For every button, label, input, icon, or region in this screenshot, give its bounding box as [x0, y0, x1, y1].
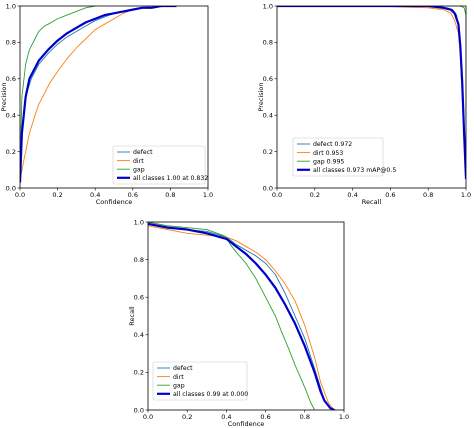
x-axis-label: Confidence	[228, 420, 265, 428]
y-tick-label: 0.6	[134, 294, 144, 302]
legend-label-gap: gap	[173, 382, 185, 389]
x-axis-label: Confidence	[96, 198, 133, 206]
axes-frame	[276, 5, 467, 189]
y-axis-label: Recall	[128, 306, 136, 326]
x-tick-label: 0.8	[165, 191, 175, 199]
x-tick-label: 0.6	[128, 191, 138, 199]
y-tick-label: 0.6	[6, 75, 16, 83]
series-line-all	[20, 6, 177, 183]
x-axis-label: Recall	[362, 198, 382, 206]
legend-box	[292, 137, 384, 177]
legend-label-all: all classes 0.99 at 0.000	[173, 391, 248, 398]
chart-2: 0.0 0.2 0.4 0.6 0.8 1.0 0.0 0.2 0.4 0.6 0.8 1.0 Reca…	[257, 2, 471, 206]
x-tick-label: 0.0	[272, 191, 282, 199]
x-tick-label: 0.6	[385, 191, 395, 199]
y-tick-label: 0.8	[134, 256, 144, 264]
x-tick-label: 0.6	[260, 413, 270, 421]
legend-box	[112, 145, 206, 185]
legend-label-dirt: dirt 0.953	[313, 150, 343, 157]
legend-label-dirt: dirt	[173, 374, 184, 381]
y-tick-label: 0.2	[134, 369, 144, 377]
legend-box	[152, 361, 248, 401]
series-line-all	[277, 6, 466, 179]
y-axis-label: Precision	[257, 82, 265, 111]
y-tick-label: 0.8	[6, 39, 16, 47]
series-line-all	[148, 222, 335, 410]
y-tick-label: 0.2	[263, 148, 273, 156]
legend-label-defect: defect	[133, 149, 153, 156]
y-tick-label: 0.0	[6, 184, 16, 192]
y-tick-label: 0.0	[263, 184, 273, 192]
y-axis-label: Precision	[0, 82, 8, 111]
legend-label-gap: gap 0.995	[313, 158, 344, 165]
y-tick-label: 1.0	[6, 2, 16, 10]
y-tick-label: 0.6	[263, 75, 273, 83]
x-tick-label: 0.2	[52, 191, 62, 199]
x-tick-label: 0.4	[347, 191, 357, 199]
x-tick-label: 0.2	[310, 191, 320, 199]
y-tick-label: 1.0	[134, 218, 144, 226]
series-line-gap	[148, 222, 315, 410]
series-line-dirt	[148, 225, 335, 410]
y-tick-label: 1.0	[263, 2, 273, 10]
x-tick-label: 0.4	[90, 191, 100, 199]
x-tick-label: 0.8	[423, 191, 433, 199]
chart-3: 0.0 0.2 0.4 0.6 0.8 1.0 0.0 0.2 0.4 0.6 0.8 1.0 Conf…	[128, 218, 349, 428]
axes-frame	[147, 221, 345, 411]
legend-label-defect: defect 0.972	[313, 141, 352, 148]
x-tick-label: 0.8	[300, 413, 310, 421]
chart-1: 0.0 0.2 0.4 0.6 0.8 1.0 0.0 0.2 0.4 0.6 0.8 1.0 Conf…	[0, 2, 213, 206]
x-tick-label: 1.0	[461, 191, 471, 199]
legend-label-all: all classes 1.00 at 0.832	[133, 175, 208, 182]
y-tick-label: 0.2	[6, 148, 16, 156]
series-line-gap	[20, 6, 96, 170]
legend-label-gap: gap	[133, 166, 145, 173]
x-tick-label: 1.0	[339, 413, 349, 421]
x-tick-label: 0.0	[143, 413, 153, 421]
y-tick-label: 0.8	[263, 39, 273, 47]
y-tick-label: 0.4	[263, 112, 273, 120]
legend-label-dirt: dirt	[133, 158, 144, 165]
series-line-dirt	[20, 6, 152, 181]
x-tick-label: 0.2	[182, 413, 192, 421]
x-tick-label: 0.4	[221, 413, 231, 421]
x-tick-label: 1.0	[203, 191, 213, 199]
axes-frame	[19, 5, 209, 189]
legend-label-defect: defect	[173, 365, 193, 372]
legend-label-all: all classes 0.973 mAP@0.5	[313, 166, 396, 174]
y-tick-label: 0.4	[134, 331, 144, 339]
y-tick-label: 0.0	[134, 406, 144, 414]
y-tick-label: 0.4	[6, 112, 16, 120]
x-tick-label: 0.0	[15, 191, 25, 199]
